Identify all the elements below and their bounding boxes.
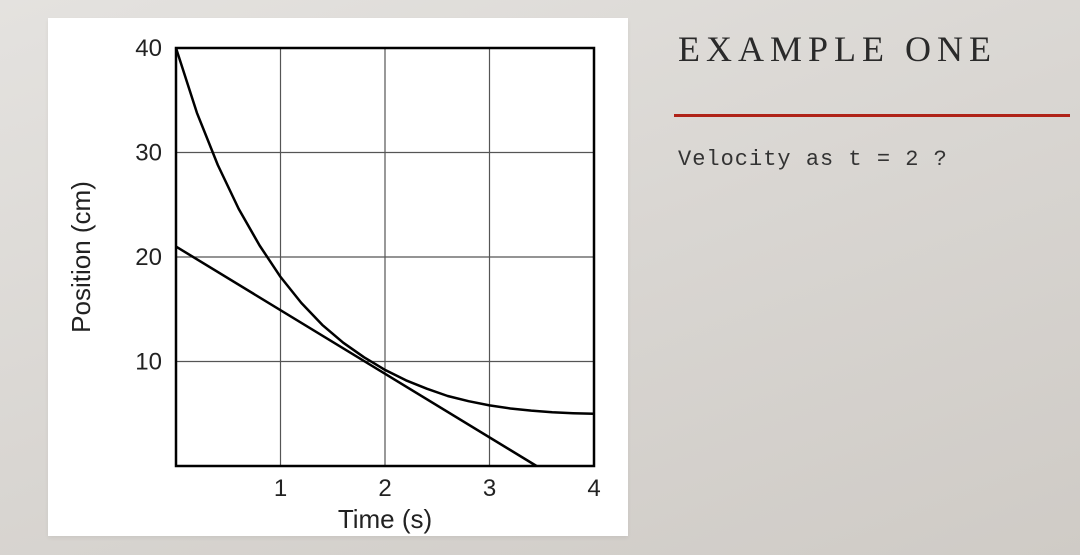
y-tick-label: 20 [135,244,162,271]
heading-rule [674,114,1070,117]
question-text: Velocity as t = 2 ? [678,147,1060,172]
chart-root: 10 20 30 40 1 2 3 4 Time (s) Position (cm) [66,35,601,534]
y-tick-label: 30 [135,140,162,167]
text-column: EXAMPLE ONE Velocity as t = 2 ? [678,28,1060,172]
position-time-chart: 10 20 30 40 1 2 3 4 Time (s) Position (cm) [48,18,628,536]
y-tick-label: 10 [135,349,162,376]
x-tick-label: 3 [483,475,496,502]
y-axis-label: Position (cm) [66,181,96,333]
x-tick-label: 1 [274,475,287,502]
slide: 10 20 30 40 1 2 3 4 Time (s) Position (cm) EXAMPL… [0,0,1080,555]
tangent-line [176,247,537,466]
x-tick-label: 4 [587,475,600,502]
chart-card: 10 20 30 40 1 2 3 4 Time (s) Position (cm) [48,18,628,536]
x-tick-label: 2 [378,475,391,502]
x-axis-label: Time (s) [338,504,432,534]
slide-heading: EXAMPLE ONE [678,28,1060,70]
y-tick-label: 40 [135,35,162,62]
